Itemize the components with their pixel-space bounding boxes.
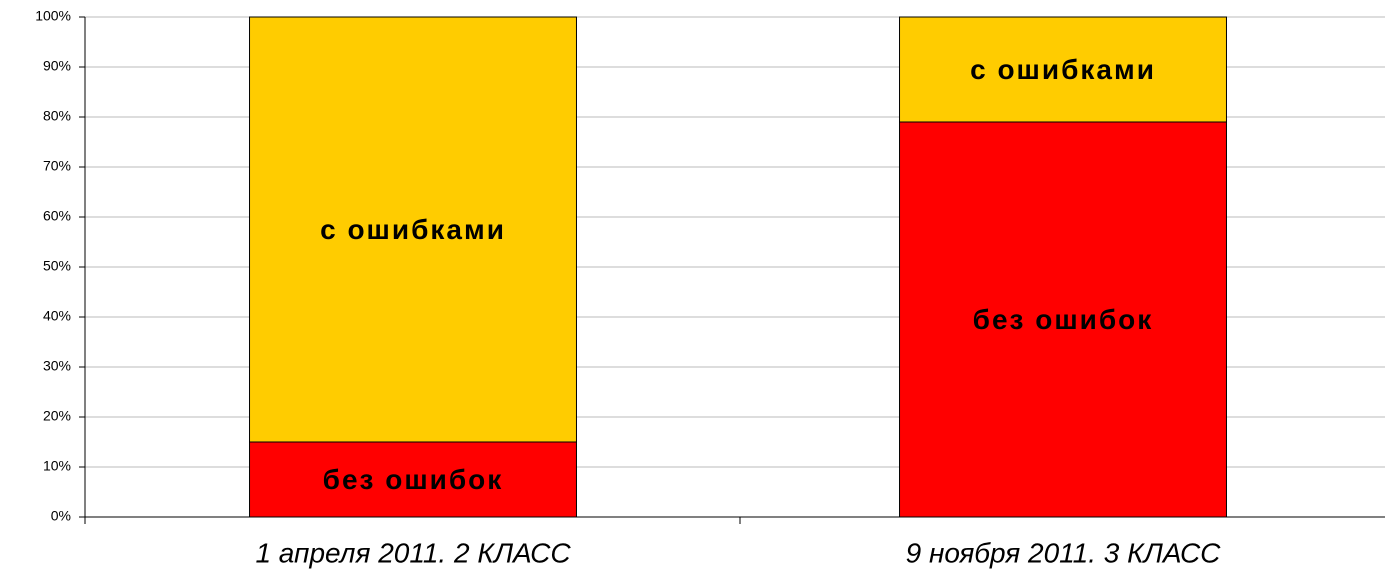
- y-tick-label: 100%: [35, 8, 71, 24]
- y-tick-label: 60%: [43, 208, 71, 224]
- y-tick-label: 90%: [43, 58, 71, 74]
- y-tick-label: 70%: [43, 158, 71, 174]
- bar-segment: [899, 16, 1227, 123]
- x-tick-label: 9 ноября 2011. 3 КЛАСС: [906, 537, 1222, 568]
- bar-segment: [249, 16, 577, 443]
- bar-segment: [249, 441, 577, 518]
- y-tick-label: 80%: [43, 108, 71, 124]
- y-tick-label: 40%: [43, 308, 71, 324]
- segment-label: без ошибок: [323, 464, 504, 495]
- segment-label: с ошибками: [320, 214, 506, 245]
- segment-label: без ошибок: [973, 304, 1154, 335]
- y-tick-label: 0%: [51, 508, 71, 524]
- y-tick-label: 10%: [43, 458, 71, 474]
- y-tick-label: 30%: [43, 358, 71, 374]
- segment-label: с ошибками: [970, 54, 1156, 85]
- x-tick-label: 1 апреля 2011. 2 КЛАСС: [255, 537, 571, 568]
- y-tick-label: 20%: [43, 408, 71, 424]
- bar-segment: [899, 121, 1227, 518]
- y-tick-label: 50%: [43, 258, 71, 274]
